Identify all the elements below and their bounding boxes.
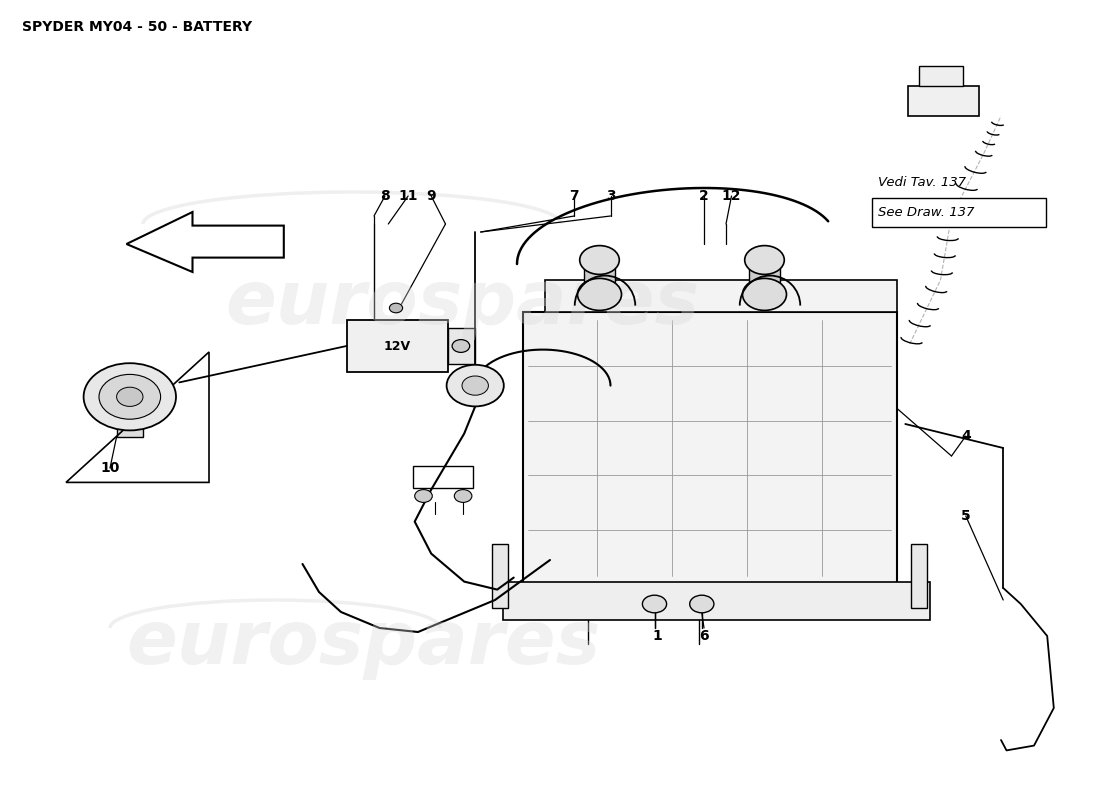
- Text: 10: 10: [100, 461, 120, 475]
- Bar: [544, 280, 896, 312]
- Bar: [584, 264, 615, 282]
- Text: 3: 3: [606, 189, 615, 203]
- Text: SPYDER MY04 - 50 - BATTERY: SPYDER MY04 - 50 - BATTERY: [22, 20, 252, 34]
- Bar: [412, 466, 473, 488]
- Bar: [492, 544, 508, 608]
- Text: Vedi Tav. 137: Vedi Tav. 137: [878, 176, 966, 189]
- Text: 1: 1: [653, 629, 662, 643]
- Text: eurospares: eurospares: [125, 607, 601, 681]
- Bar: [872, 198, 1046, 227]
- Circle shape: [415, 490, 432, 502]
- Circle shape: [452, 339, 470, 352]
- Text: 11: 11: [398, 189, 418, 203]
- Circle shape: [578, 278, 621, 310]
- Circle shape: [117, 387, 143, 406]
- Bar: [448, 328, 475, 364]
- Bar: [346, 320, 448, 372]
- Bar: [749, 264, 780, 282]
- Text: 12: 12: [722, 189, 741, 203]
- Text: See Draw. 137: See Draw. 137: [878, 206, 975, 219]
- Text: 2: 2: [700, 189, 708, 203]
- Circle shape: [642, 595, 667, 613]
- Polygon shape: [126, 212, 284, 272]
- Text: 12V: 12V: [384, 339, 410, 353]
- Text: 6: 6: [700, 629, 708, 643]
- Circle shape: [580, 246, 619, 274]
- Bar: [503, 582, 930, 620]
- Text: 5: 5: [961, 509, 970, 523]
- Text: 8: 8: [381, 189, 389, 203]
- Bar: [918, 66, 962, 86]
- Text: 4: 4: [961, 429, 970, 443]
- Bar: [522, 312, 896, 584]
- Circle shape: [745, 246, 784, 274]
- Circle shape: [742, 278, 786, 310]
- Circle shape: [447, 365, 504, 406]
- Circle shape: [690, 595, 714, 613]
- Bar: [117, 405, 143, 437]
- Circle shape: [84, 363, 176, 430]
- Text: 9: 9: [427, 189, 436, 203]
- Circle shape: [454, 490, 472, 502]
- Circle shape: [389, 303, 403, 313]
- Text: 7: 7: [570, 189, 579, 203]
- Bar: [911, 544, 927, 608]
- Bar: [908, 86, 979, 116]
- Text: eurospares: eurospares: [224, 267, 700, 341]
- Circle shape: [99, 374, 161, 419]
- Circle shape: [462, 376, 488, 395]
